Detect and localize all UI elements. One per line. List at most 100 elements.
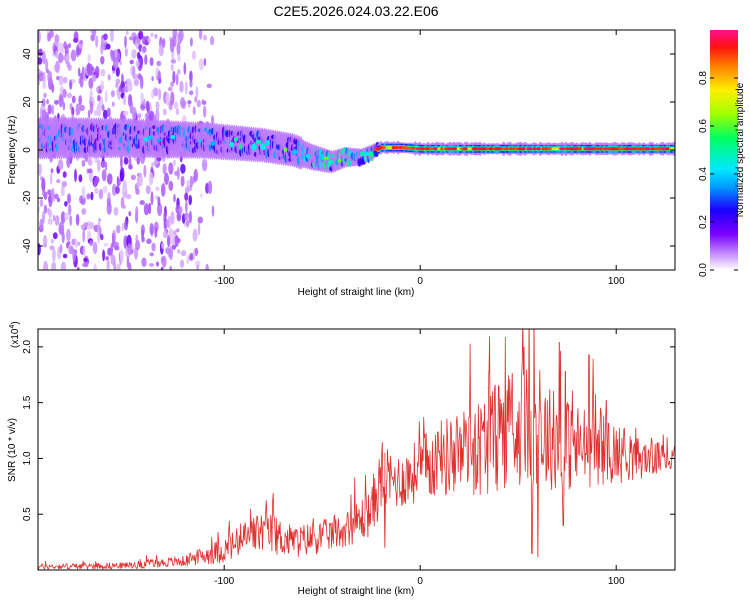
spectrogram-strong-blob xyxy=(368,151,374,157)
snr-x-tick-label: -100 xyxy=(214,576,234,587)
spectrogram-noise-blob xyxy=(68,42,71,49)
spectrogram-strong-blob xyxy=(363,151,370,156)
spectrogram-noise-blob xyxy=(128,211,132,217)
spectrogram-peak-dot xyxy=(666,147,670,151)
spectrogram-noise-blob xyxy=(137,113,142,119)
spectrogram-noise-blob xyxy=(105,256,109,261)
spectrogram-noise-blob xyxy=(193,168,198,182)
spectrogram-noise-blob xyxy=(104,242,108,247)
spectrogram-noise-blob xyxy=(127,93,132,107)
spectrogram-noise-blob xyxy=(185,220,190,226)
spectrogram-noise-blob xyxy=(148,263,155,267)
spectrogram-noise-blob xyxy=(111,183,117,196)
spectrogram-noise-blob xyxy=(175,73,179,86)
spectrogram-noise-blob xyxy=(136,156,141,165)
spectrogram-tone-line xyxy=(672,147,675,151)
spectrogram-noise-blob xyxy=(49,30,54,38)
spectrogram-peak-dot xyxy=(520,147,527,151)
spectrogram-noise-blob xyxy=(155,108,160,123)
spectrogram-noise-blob xyxy=(151,76,154,82)
spectrogram-peak-dot xyxy=(547,147,553,151)
spectrogram-noise-blob xyxy=(56,179,61,184)
spectrogram-strong-blob xyxy=(228,141,235,148)
spectrogram-peak-dot xyxy=(559,147,566,151)
spectrogram-noise-blob xyxy=(70,49,77,62)
spectrogram-noise-blob xyxy=(188,210,192,224)
spectrogram-peak-dot xyxy=(536,147,542,151)
snr-x-label: Height of straight line (km) xyxy=(298,586,415,597)
colorbar-tick-label: 0.4 xyxy=(698,167,709,181)
spectrogram-noise-blob xyxy=(171,244,177,250)
spectrogram-noise-blob xyxy=(177,54,181,62)
spectrogram-noise-blob xyxy=(102,249,105,262)
spectrogram-noise-blob xyxy=(121,222,125,232)
spectrogram-noise-blob xyxy=(133,73,139,79)
spectrogram-noise-blob xyxy=(115,83,119,88)
spectrogram-noise-blob xyxy=(42,81,47,90)
spectrogram-noise-blob xyxy=(77,241,81,246)
spectrogram-noise-blob xyxy=(38,72,44,82)
spectrogram-noise-blob xyxy=(51,104,55,116)
spectrogram-strong-blob xyxy=(156,138,163,142)
spectrogram-noise-blob xyxy=(58,93,64,108)
spectrogram-noise-blob xyxy=(118,85,122,93)
spectrogram-noise-blob xyxy=(210,35,215,46)
spectrogram-noise-blob xyxy=(63,76,68,84)
spectrogram-noise-blob xyxy=(84,67,88,73)
snr-x-tick-label: 100 xyxy=(608,576,625,587)
spectrogram-noise-blob xyxy=(140,75,144,90)
spectrogram-peak-dot xyxy=(504,147,509,151)
spectrogram-noise-blob xyxy=(123,94,127,106)
spectrogram-peak-dot xyxy=(419,147,426,151)
spectrogram-noise-blob xyxy=(173,159,176,167)
spectrogram-noise-blob xyxy=(62,55,66,61)
spectrogram-noise-blob xyxy=(194,247,199,256)
spectrogram-noise-blob xyxy=(64,201,68,207)
spectrogram-tone-line xyxy=(467,147,470,151)
spectrogram-x-ticks: -100 0 100 xyxy=(214,30,625,287)
spectrogram-noise-blob xyxy=(88,221,95,230)
spectrogram-noise-blob xyxy=(89,101,94,115)
spectrogram-noise-blob xyxy=(83,222,89,227)
spectrogram-peak-dot xyxy=(577,147,583,151)
spectrogram-noise-blob xyxy=(115,66,120,77)
spectrogram-noise-blob xyxy=(79,104,85,112)
spectrogram-noise-blob xyxy=(91,30,97,38)
spectrogram-noise-blob xyxy=(177,69,181,75)
spectrogram-noise-blob xyxy=(149,223,154,236)
spectrogram-noise-blob xyxy=(110,53,114,62)
spectrogram-noise-blob xyxy=(119,167,125,182)
spectrogram-peak-dot xyxy=(381,146,386,150)
spectrogram-noise-blob xyxy=(47,70,53,84)
spectrogram-noise-blob xyxy=(100,159,106,168)
spectrogram-noise-blob xyxy=(86,193,91,200)
spectrogram-noise-blob xyxy=(168,228,174,240)
spectrogram-noise-blob xyxy=(164,172,169,185)
spectrogram-noise-blob xyxy=(198,58,204,71)
spectrogram-noise-blob xyxy=(137,173,143,187)
spectrogram-noise-blob xyxy=(172,70,176,84)
spectrogram-noise-blob xyxy=(97,94,101,102)
spectrogram-panel: -100 0 100 -40 -20 0 20 40 Height of straight … xyxy=(7,29,676,298)
spectrogram-noise-blob xyxy=(90,191,94,201)
spectrogram-noise-blob xyxy=(173,230,177,235)
spectrogram-noise-blob xyxy=(177,249,181,254)
spectrogram-peak-dot xyxy=(404,146,410,150)
spectrogram-noise-blob xyxy=(153,87,159,97)
spectrogram-x-tick-label: 0 xyxy=(417,276,423,287)
spectrogram-noise-blob xyxy=(192,228,198,242)
spectrogram-noise-blob xyxy=(156,60,162,67)
spectrogram-peak-dot xyxy=(488,147,494,151)
spectrogram-noise-blob xyxy=(174,170,180,176)
spectrogram-noise-blob xyxy=(41,177,46,192)
spectrogram-peak-dot xyxy=(500,147,504,151)
spectrogram-noise-blob xyxy=(42,211,45,224)
spectrogram-strong-blob xyxy=(283,147,288,152)
spectrogram-noise-blob xyxy=(88,77,94,90)
spectrogram-noise-blob xyxy=(180,163,186,174)
spectrogram-noise-blob xyxy=(167,234,171,248)
spectrogram-noise-blob xyxy=(170,211,175,225)
spectrogram-strong-blob xyxy=(210,140,217,146)
spectrogram-x-tick-label: -100 xyxy=(214,276,234,287)
spectrogram-tone-line xyxy=(390,146,393,149)
